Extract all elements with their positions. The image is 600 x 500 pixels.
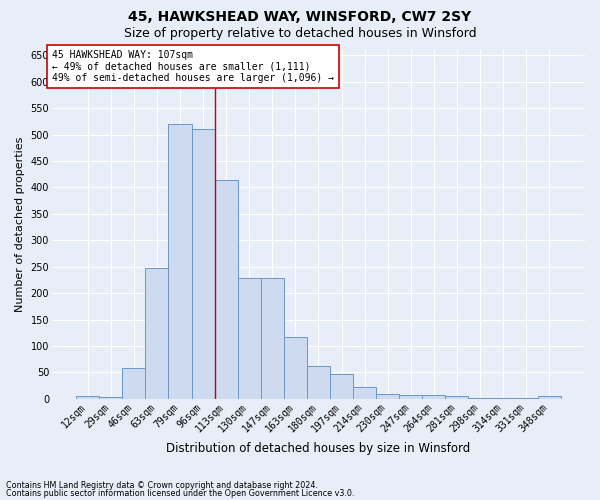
Bar bbox=[376, 394, 399, 399]
Bar bbox=[99, 398, 122, 399]
Bar bbox=[469, 398, 491, 399]
Bar bbox=[145, 268, 169, 399]
Text: 45, HAWKSHEAD WAY, WINSFORD, CW7 2SY: 45, HAWKSHEAD WAY, WINSFORD, CW7 2SY bbox=[128, 10, 472, 24]
Bar bbox=[515, 398, 538, 399]
Bar bbox=[353, 388, 376, 399]
Text: Contains HM Land Registry data © Crown copyright and database right 2024.: Contains HM Land Registry data © Crown c… bbox=[6, 481, 318, 490]
Bar bbox=[330, 374, 353, 399]
Bar bbox=[284, 337, 307, 399]
Bar bbox=[261, 278, 284, 399]
Bar bbox=[76, 396, 99, 399]
Bar bbox=[445, 396, 469, 399]
Text: Contains public sector information licensed under the Open Government Licence v3: Contains public sector information licen… bbox=[6, 488, 355, 498]
Bar bbox=[238, 278, 261, 399]
Y-axis label: Number of detached properties: Number of detached properties bbox=[15, 137, 25, 312]
Bar bbox=[215, 180, 238, 399]
X-axis label: Distribution of detached houses by size in Winsford: Distribution of detached houses by size … bbox=[166, 442, 470, 455]
Bar bbox=[399, 394, 422, 399]
Bar bbox=[122, 368, 145, 399]
Text: 45 HAWKSHEAD WAY: 107sqm
← 49% of detached houses are smaller (1,111)
49% of sem: 45 HAWKSHEAD WAY: 107sqm ← 49% of detach… bbox=[52, 50, 334, 83]
Bar bbox=[191, 130, 215, 399]
Bar bbox=[169, 124, 191, 399]
Bar bbox=[422, 394, 445, 399]
Text: Size of property relative to detached houses in Winsford: Size of property relative to detached ho… bbox=[124, 28, 476, 40]
Bar bbox=[538, 396, 561, 399]
Bar bbox=[491, 398, 515, 399]
Bar bbox=[307, 366, 330, 399]
